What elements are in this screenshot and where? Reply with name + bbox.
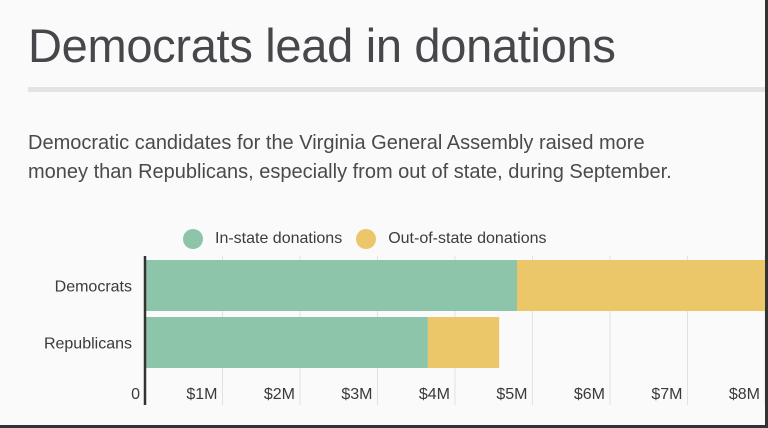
x-tick-label: $3M	[341, 386, 372, 403]
x-tick-label: $5M	[496, 386, 527, 403]
x-tick-label: $2M	[264, 386, 295, 403]
legend-label-in-state: In-state donations	[215, 230, 343, 247]
category-label: Democrats	[55, 279, 132, 296]
category-label: Republicans	[44, 336, 132, 353]
legend-label-out-of-state: Out-of-state donations	[388, 230, 547, 247]
x-tick-label: $7M	[651, 386, 682, 403]
subtitle-line-2: money than Republicans, especially from …	[28, 161, 672, 183]
x-tick-label: $6M	[574, 386, 605, 403]
chart-subtitle: Democratic candidates for the Virginia G…	[28, 129, 768, 187]
x-tick-label: 0	[131, 386, 140, 403]
x-tick-label: $4M	[419, 386, 450, 403]
title-divider	[28, 87, 768, 92]
frame-edge-bottom	[0, 425, 768, 428]
legend-swatch-out-of-state	[356, 229, 377, 249]
x-tick-label: $1M	[186, 386, 217, 403]
bar-democrats-in-state	[145, 260, 517, 311]
bar-democrats-out-of-state	[517, 260, 768, 311]
legend: In-state donations Out-of-state donation…	[183, 229, 561, 249]
legend-item-in-state: In-state donations	[183, 229, 342, 249]
x-tick-label: $8M	[729, 386, 760, 403]
chart-title: Democrats lead in donations	[28, 19, 616, 72]
legend-swatch-in-state	[183, 229, 203, 249]
frame-edge-right	[765, 0, 768, 428]
legend-item-out-of-state: Out-of-state donations	[356, 229, 547, 249]
bar-republicans-out-of-state	[427, 317, 500, 368]
subtitle-line-1: Democratic candidates for the Virginia G…	[28, 132, 645, 154]
bar-republicans-in-state	[145, 317, 428, 368]
